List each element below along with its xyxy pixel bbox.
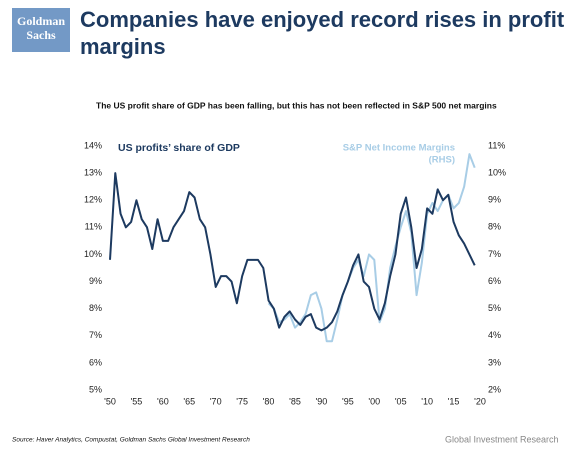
x-tick-label: '90 (316, 396, 328, 406)
y-tick-label: 9% (89, 276, 102, 286)
x-tick-label: '00 (368, 396, 380, 406)
y-tick-label: 12% (84, 195, 102, 205)
x-tick-label: '15 (448, 396, 460, 406)
credit: Global Investment Research (445, 434, 559, 444)
y2-tick-label: 9% (488, 195, 501, 205)
y-tick-label: 8% (89, 303, 102, 313)
y2-tick-label: 7% (488, 249, 501, 259)
y-tick-label: 13% (84, 167, 102, 177)
x-tick-label: '95 (342, 396, 354, 406)
x-tick-label: '60 (157, 396, 169, 406)
y2-tick-label: 3% (488, 357, 501, 367)
y-tick-label: 7% (89, 330, 102, 340)
y-tick-label: 10% (84, 249, 102, 259)
x-tick-label: '75 (236, 396, 248, 406)
y2-tick-label: 11% (488, 140, 505, 150)
x-tick-label: '85 (289, 396, 301, 406)
y2-tick-label: 10% (488, 167, 506, 177)
y-tick-label: 5% (89, 384, 102, 394)
x-tick-label: '80 (263, 396, 275, 406)
legend-label: US profits’ share of GDP (118, 142, 240, 154)
x-tick-label: '10 (421, 396, 433, 406)
series-line (267, 153, 476, 343)
logo (12, 8, 70, 52)
y2-tick-label: 5% (488, 303, 501, 313)
y2-tick-label: 4% (488, 330, 501, 340)
logo-text: Sachs (26, 28, 56, 42)
x-tick-label: '70 (210, 396, 222, 406)
y2-tick-label: 6% (488, 276, 501, 286)
y-tick-label: 6% (89, 357, 102, 367)
x-tick-label: '65 (183, 396, 195, 406)
y2-tick-label: 2% (488, 384, 501, 394)
legend-note: (RHS) (429, 155, 455, 166)
y-tick-label: 11% (85, 222, 102, 232)
chart-subtitle: The US profit share of GDP has been fall… (96, 100, 497, 110)
y-tick-label: 14% (84, 140, 102, 150)
series-line (109, 172, 476, 332)
legend-label: S&P Net Income Margins (343, 143, 455, 154)
x-tick-label: '55 (131, 396, 143, 406)
x-tick-label: '20 (474, 396, 486, 406)
y2-tick-label: 8% (488, 222, 501, 232)
logo-text: Goldman (17, 14, 65, 28)
x-tick-label: '05 (395, 396, 407, 406)
title-box: Companies have enjoyed record rises in p… (80, 7, 565, 59)
chart-title: Companies have enjoyed record rises in p… (80, 7, 565, 59)
x-tick-label: '50 (104, 396, 116, 406)
source: Source: Haver Analytics, Compustat, Gold… (12, 437, 250, 444)
